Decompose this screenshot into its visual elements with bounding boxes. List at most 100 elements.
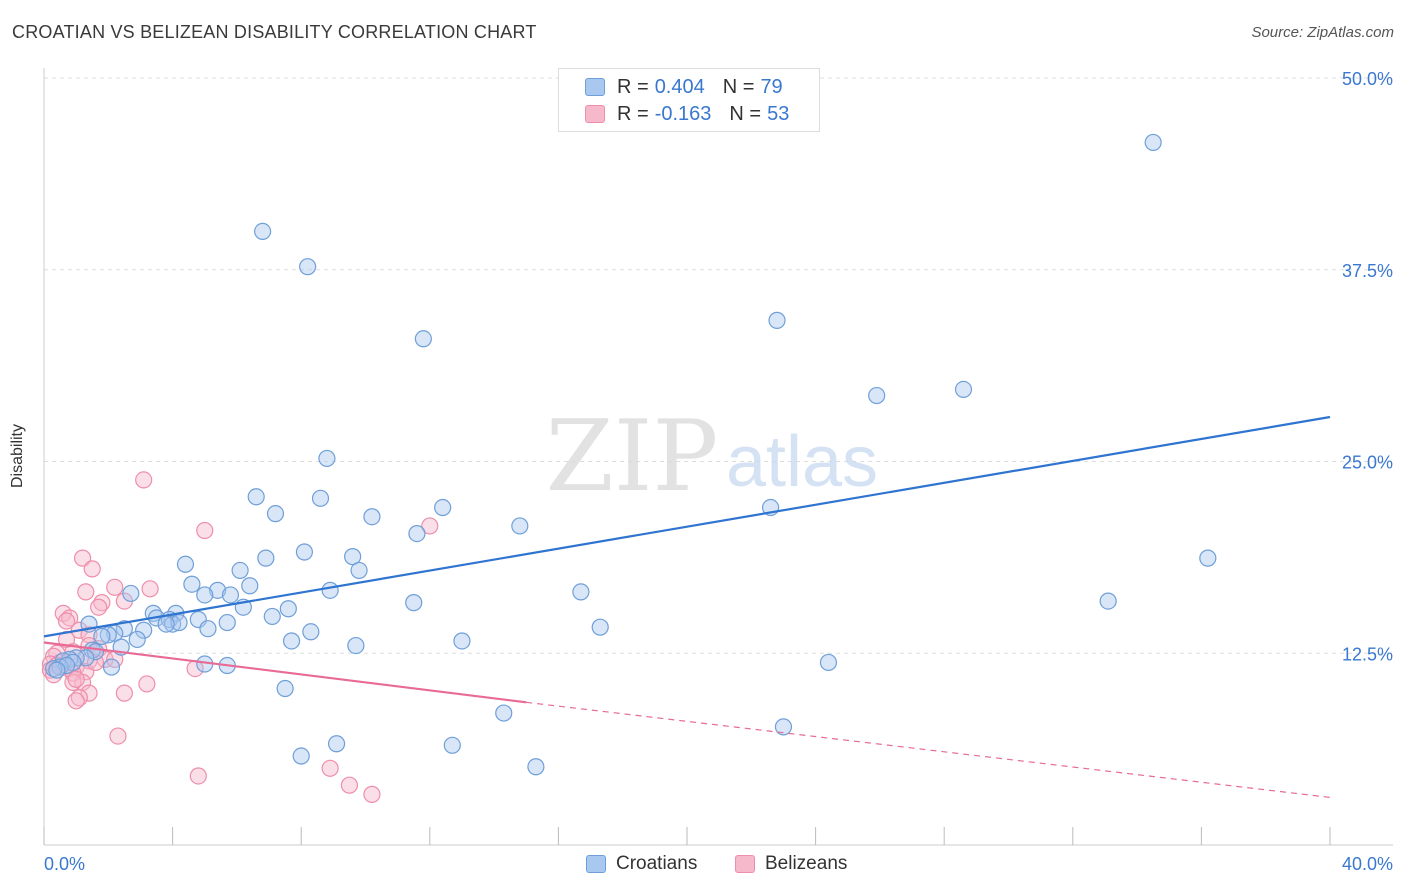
croatian-point: [263, 607, 281, 626]
belizean-point: [109, 727, 127, 745]
croatian-point: [199, 620, 217, 638]
croatian-point: [99, 626, 117, 644]
belizean-point: [67, 670, 85, 688]
croatian-point: [434, 498, 452, 517]
croatian-point: [1099, 592, 1117, 610]
croatian-point: [57, 656, 76, 675]
croatian-point: [241, 577, 259, 595]
belizean-point: [70, 689, 88, 707]
croatian-point: [157, 615, 175, 633]
croatian-point: [276, 679, 294, 698]
croatian-point: [196, 586, 214, 604]
croatian-point: [102, 658, 121, 676]
y-tick-label: 50.0%: [1342, 69, 1393, 89]
croatian-point: [405, 594, 423, 612]
r-value: -0.163: [654, 102, 712, 125]
croatian-point: [318, 449, 336, 468]
croatian-point: [327, 735, 346, 753]
belizean-point: [67, 692, 85, 710]
y-tick-label: 12.5%: [1342, 644, 1393, 664]
croatian-point: [279, 600, 297, 618]
croatian-point: [414, 330, 432, 348]
belizeans-trend-line: [43, 641, 527, 704]
watermark-atlas: atlas: [726, 422, 878, 502]
belizean-point: [363, 785, 381, 803]
croatian-point: [122, 584, 140, 603]
n-label: N =: [729, 102, 762, 125]
belizeans-swatch: [585, 105, 605, 123]
n-value: 53: [767, 102, 790, 125]
croatian-point: [257, 549, 275, 567]
legend-row-belizeans: R = -0.163 N = 53: [585, 102, 789, 126]
tick-labels: 12.5% 25.0% 37.5% 50.0% 0.0% 40.0%: [44, 69, 1393, 874]
croatian-point: [453, 632, 471, 650]
croatian-point: [1144, 133, 1162, 152]
croatian-point: [292, 747, 310, 765]
axes: [43, 68, 1393, 846]
watermark: ZIP atlas: [546, 400, 878, 514]
y-tick-label: 37.5%: [1342, 261, 1393, 281]
bottom-legend-croatians: Croatians: [586, 852, 697, 876]
croatian-point: [350, 561, 368, 580]
trend-lines: [43, 415, 1331, 799]
croatian-point: [311, 489, 330, 507]
belizean-point: [106, 578, 124, 596]
belizean-point: [115, 684, 133, 702]
belizean-point: [83, 560, 101, 578]
croatian-point: [295, 543, 314, 561]
y-tick-label: 25.0%: [1342, 453, 1393, 473]
belizean-point: [196, 521, 214, 540]
belizean-point: [321, 759, 339, 777]
croatian-point: [115, 620, 133, 638]
croatian-point: [128, 630, 146, 649]
croatian-point: [321, 581, 339, 599]
belizean-point: [189, 767, 207, 785]
croatian-point: [443, 736, 461, 754]
croatian-point: [774, 718, 793, 736]
croatian-point: [954, 380, 973, 399]
r-label: R =: [617, 102, 649, 125]
source-label: Source: ZipAtlas.com: [1251, 24, 1394, 41]
croatian-point: [247, 488, 265, 506]
croatians-legend-swatch: [586, 855, 606, 873]
belizean-point: [64, 673, 82, 691]
croatian-point: [282, 632, 301, 650]
croatian-point: [170, 613, 188, 632]
croatian-point: [768, 311, 786, 329]
correlation-legend: R = 0.404 N = 79 R = -0.163 N = 53: [558, 68, 820, 132]
belizean-point: [57, 612, 76, 630]
croatian-point: [363, 508, 381, 526]
belizean-point: [340, 776, 359, 794]
croatian-point: [176, 555, 195, 573]
croatian-point: [344, 548, 362, 566]
croatian-point: [183, 575, 201, 593]
belizeans-legend-label: Belizeans: [765, 853, 848, 874]
legend-row-croatians: R = 0.404 N = 79: [585, 75, 783, 99]
croatian-point: [302, 623, 320, 641]
croatian-point: [48, 661, 66, 679]
croatian-point: [511, 517, 529, 535]
n-label: N =: [722, 75, 755, 98]
belizean-point: [421, 517, 439, 535]
croatian-point: [51, 658, 69, 676]
belizean-point: [77, 583, 95, 601]
croatian-point: [164, 615, 182, 633]
croatian-point: [572, 583, 590, 601]
croatian-point: [1199, 549, 1217, 567]
croatian-point: [221, 586, 240, 604]
chart-title: CROATIAN VS BELIZEAN DISABILITY CORRELAT…: [12, 22, 537, 42]
croatian-point: [819, 653, 838, 672]
bottom-legend-belizeans: Belizeans: [735, 852, 847, 876]
belizean-point: [90, 598, 108, 616]
belizean-point: [93, 594, 111, 612]
croatian-point: [218, 613, 236, 632]
n-value: 79: [760, 75, 783, 98]
croatian-point: [591, 618, 609, 636]
croatians-legend-label: Croatians: [616, 853, 698, 874]
croatian-point: [347, 636, 365, 655]
r-label: R =: [617, 75, 649, 98]
x-tick-label: 40.0%: [1342, 854, 1393, 874]
belizeans-legend-swatch: [735, 855, 755, 873]
belizean-point: [138, 675, 156, 693]
